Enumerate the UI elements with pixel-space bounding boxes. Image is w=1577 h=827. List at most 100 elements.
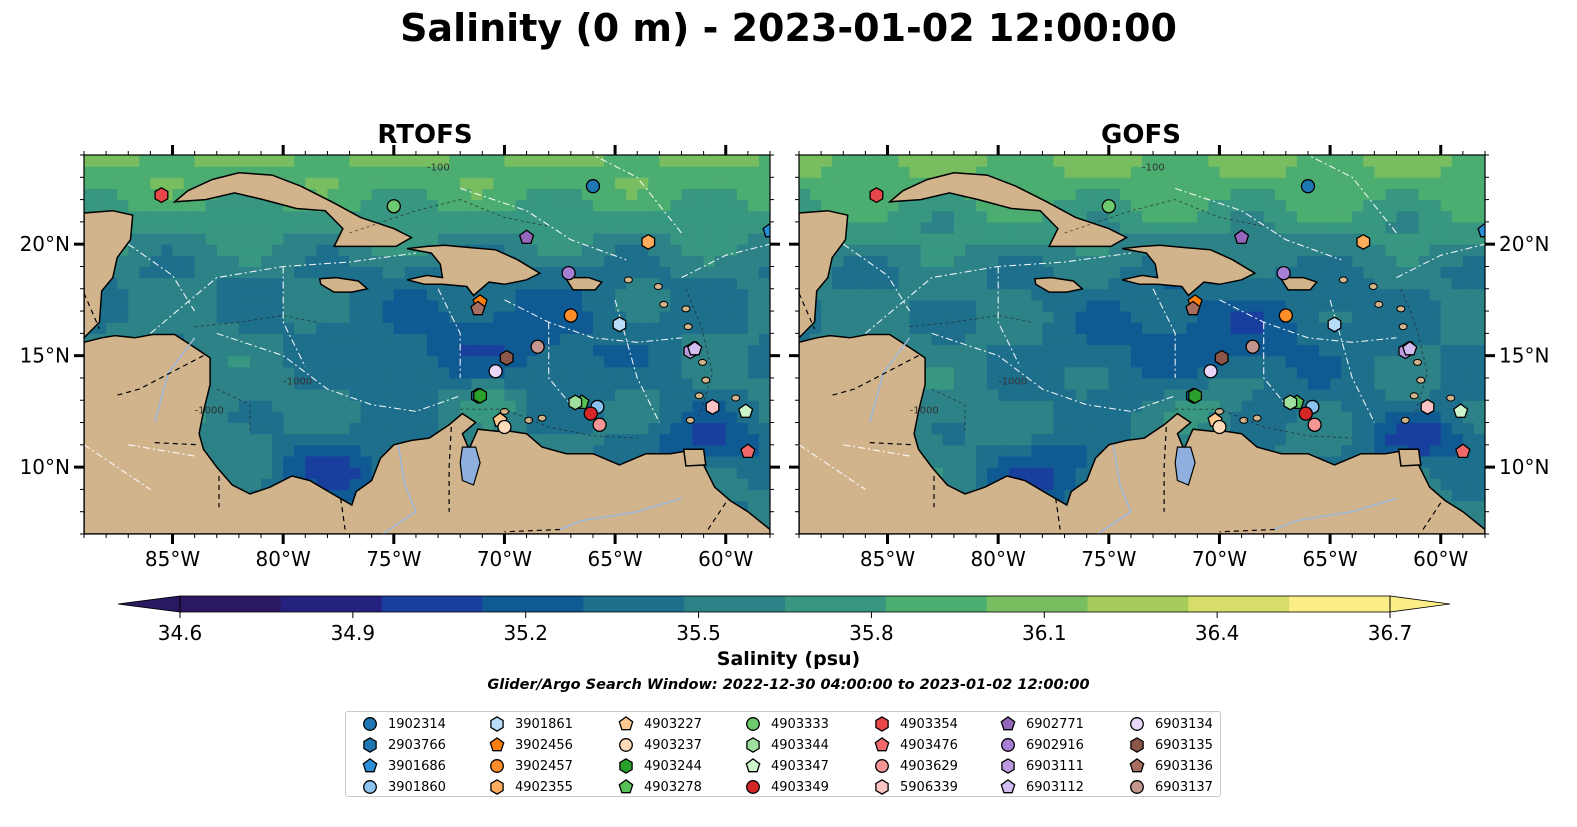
eez-line (84, 444, 151, 490)
eez-line (127, 243, 196, 312)
float-marker-4903476 (1455, 443, 1471, 459)
y-tick-label: 10°N (1499, 455, 1549, 479)
river (382, 444, 417, 534)
legend-marker-icon (363, 717, 377, 731)
island (694, 392, 704, 400)
legend-entry-4903244: 4903244 (617, 756, 702, 776)
legend-label: 4903629 (900, 758, 958, 774)
lake-maracaibo (1174, 446, 1196, 486)
legend-label: 4903237 (644, 737, 702, 753)
float-marker-6903136 (1185, 300, 1201, 316)
x-tick-label: 80°W (256, 547, 311, 571)
legend-label: 6903136 (1155, 758, 1213, 774)
island (1398, 323, 1408, 331)
legend-entry-6902916: 6902916 (999, 735, 1084, 755)
eez-line (592, 155, 682, 234)
landmass-jamaica (318, 276, 369, 293)
float-marker-4903354 (154, 187, 169, 204)
colorbar-tick-label: 34.6 (158, 621, 203, 645)
panel-title-gofs: GOFS (1101, 120, 1181, 150)
legend-marker-icon (362, 758, 378, 773)
x-tick-label: 70°W (477, 547, 532, 571)
contour-line (1400, 288, 1428, 416)
island (701, 376, 711, 384)
legend-marker-icon (746, 780, 760, 794)
island (1413, 358, 1423, 366)
legend-label: 5906339 (900, 779, 958, 795)
x-tick-label: 85°W (145, 547, 200, 571)
legend-label: 2903766 (388, 737, 446, 753)
legend-label: 6903111 (1026, 758, 1084, 774)
contour-line (1064, 199, 1264, 234)
legend-entry-2903766: 2903766 (361, 735, 446, 755)
float-marker-4902355 (1356, 233, 1371, 250)
legend-label: 4903347 (771, 758, 829, 774)
legend-marker-icon (746, 717, 760, 731)
legend-label: 4903344 (771, 737, 829, 753)
legend-marker-pentagon (1000, 716, 1016, 731)
y-tick-label: 15°N (20, 344, 70, 368)
colorbar-segment (482, 596, 584, 612)
legend-label: 3901860 (388, 779, 446, 795)
legend-entry-3901861: 3901861 (488, 714, 573, 734)
lake-maracaibo (459, 446, 481, 486)
float-marker-5906339 (705, 398, 720, 415)
legend-label: 4903227 (644, 716, 702, 732)
legend-entry-4903278: 4903278 (617, 777, 702, 797)
legend-marker-icon (1129, 758, 1145, 773)
legend-marker-icon (745, 758, 761, 773)
float-marker-6903112 (687, 340, 703, 356)
legend-marker-hexagon (1001, 758, 1015, 774)
x-tick-label: 60°W (698, 547, 753, 571)
landmass-hispaniola (406, 244, 542, 297)
landmass-south (84, 333, 770, 534)
legend-marker-icon (490, 759, 504, 773)
colorbar-label: Salinity (psu) (716, 648, 861, 670)
legend-marker-circle (619, 738, 633, 752)
legend-marker-hexagon (619, 758, 633, 774)
island (1416, 376, 1426, 384)
legend-marker-icon (1130, 780, 1144, 794)
float-marker-4903354 (869, 187, 884, 204)
float-marker-4903333 (386, 199, 401, 214)
float-marker-5906339 (1420, 398, 1435, 415)
contour-line (1175, 408, 1353, 439)
legend-entry-1902314: 1902314 (361, 714, 446, 734)
legend-label: 4903333 (771, 716, 829, 732)
float-marker-4903237 (1212, 419, 1227, 435)
legend-label: 4903349 (771, 779, 829, 795)
colorbar-extend-min (117, 595, 181, 613)
legend-marker-circle (1130, 780, 1144, 794)
colorbar-tick-label: 35.5 (676, 621, 721, 645)
legend-marker-hexagon (490, 779, 504, 795)
float-marker-6902771 (1233, 229, 1250, 245)
eez-line (548, 322, 572, 406)
map-body: -100 -1000 -1000 (799, 155, 1485, 534)
eez-line (681, 243, 770, 279)
legend-entry-4903333: 4903333 (744, 714, 829, 734)
float-marker-3902457 (563, 308, 578, 323)
eez-line (997, 266, 1021, 368)
contour-line (216, 388, 251, 434)
border-line (114, 355, 204, 397)
eez-line (843, 444, 910, 457)
island (1374, 300, 1384, 308)
eez-line (504, 299, 682, 343)
float-marker-4903344 (568, 394, 583, 411)
float-marker-6903134 (1203, 364, 1218, 379)
legend-marker-icon (746, 737, 760, 753)
eez-line (282, 266, 306, 368)
float-legend: 1902314 2903766 3901686 3901860 3901861 39024… (345, 711, 1221, 797)
legend-marker-pentagon (618, 779, 634, 794)
legend-label: 6903137 (1155, 779, 1213, 795)
legend-entry-3901686: 3901686 (361, 756, 446, 776)
legend-marker-icon (618, 716, 634, 731)
legend-marker-hexagon (1130, 737, 1144, 753)
legend-marker-circle (1001, 738, 1015, 752)
island (623, 276, 633, 284)
legend-label: 6903135 (1155, 737, 1213, 753)
legend-label: 4903278 (644, 779, 702, 795)
eez-line (799, 444, 866, 490)
float-marker-4903333 (1101, 199, 1116, 214)
